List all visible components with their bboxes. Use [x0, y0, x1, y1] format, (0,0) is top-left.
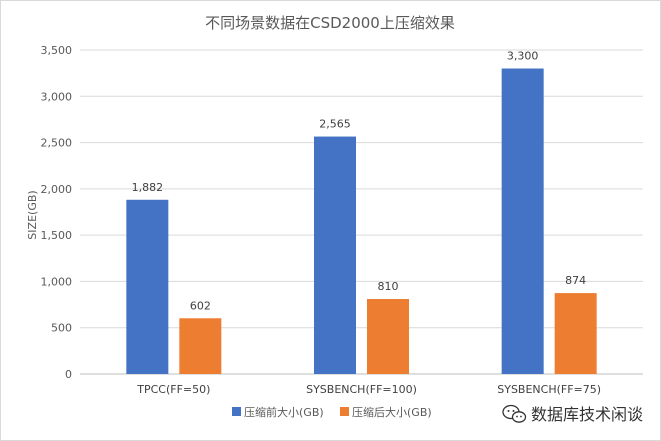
- y-tick-label: 1,500: [41, 229, 73, 242]
- legend-label: 压缩后大小(GB): [352, 405, 432, 419]
- y-axis-label: SIZE(GB): [26, 190, 39, 239]
- data-label: 3,300: [507, 50, 539, 63]
- y-tick-label: 2,000: [41, 183, 73, 196]
- chart-title: 不同场景数据在CSD2000上压缩效果: [205, 14, 455, 32]
- bars: [126, 68, 597, 374]
- x-category-label: TPCC(FF=50): [136, 383, 210, 396]
- x-category-label: SYSBENCH(FF=100): [306, 383, 417, 396]
- bar-series-1: [314, 136, 356, 374]
- x-axis-categories: TPCC(FF=50) SYSBENCH(FF=100) SYSBENCH(FF=7…: [136, 383, 601, 396]
- y-axis-ticks: 0 500 1,000 1,500 2,000 2,500 3,000 3,500: [41, 44, 73, 381]
- data-label: 602: [190, 299, 211, 312]
- watermark: 数据库技术闲谈: [502, 404, 643, 424]
- y-tick-label: 3,500: [41, 44, 73, 57]
- data-labels: 1,882 602 2,565 810 3,300 874: [132, 50, 587, 313]
- legend-label: 压缩前大小(GB): [244, 405, 324, 419]
- y-tick-label: 1,000: [41, 275, 73, 288]
- legend: 压缩前大小(GB) 压缩后大小(GB): [232, 405, 432, 419]
- data-label: 810: [378, 280, 399, 293]
- legend-swatch: [340, 407, 349, 416]
- y-tick-label: 500: [51, 322, 72, 335]
- data-label: 1,882: [132, 181, 164, 194]
- gridlines: [80, 49, 643, 375]
- watermark-text: 数据库技术闲谈: [531, 405, 643, 424]
- data-label: 2,565: [319, 118, 351, 131]
- bar-series-2: [554, 293, 597, 374]
- y-tick-label: 2,500: [41, 137, 73, 150]
- data-label: 874: [565, 274, 586, 287]
- y-tick-label: 3,000: [41, 90, 73, 103]
- x-category-label: SYSBENCH(FF=75): [497, 383, 601, 396]
- bar-series-2: [179, 318, 222, 374]
- bar-series-1: [126, 199, 169, 374]
- legend-swatch: [232, 407, 241, 416]
- bar-series-2: [367, 299, 409, 374]
- y-tick-label: 0: [65, 368, 72, 381]
- bar-series-1: [501, 68, 544, 374]
- wechat-icon: [502, 404, 527, 423]
